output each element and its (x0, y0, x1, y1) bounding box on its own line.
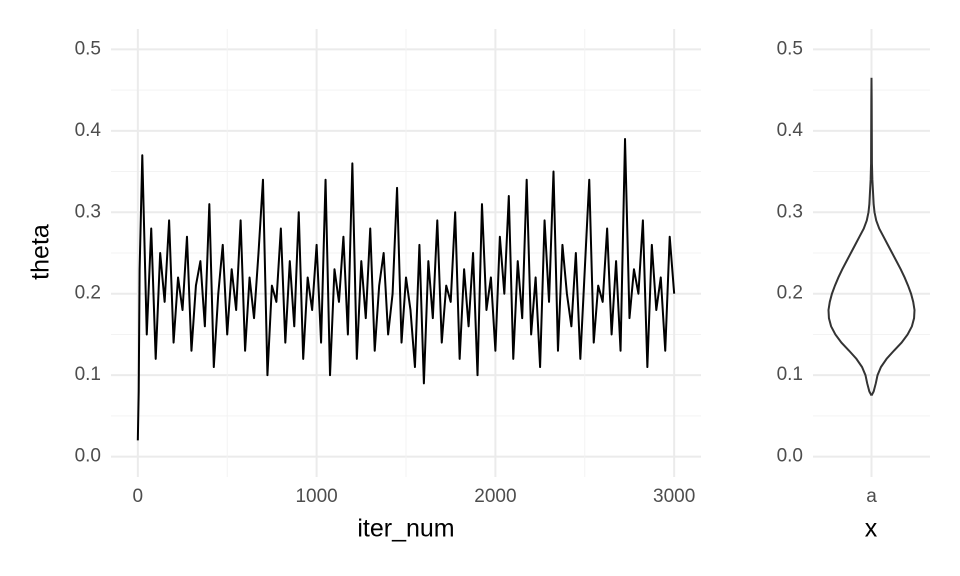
y-tick-label: 0.0 (75, 446, 101, 467)
y-tick-label: 0.0 (777, 446, 803, 467)
y-tick-label: 0.3 (777, 201, 803, 222)
y-tick-label: 0.5 (75, 38, 101, 59)
x-tick-label: 0 (133, 486, 144, 507)
y-tick-label: 0.2 (777, 283, 803, 304)
x-tick-label: a (866, 486, 877, 507)
y-tick-label: 0.1 (777, 364, 803, 385)
y-axis-title: theta (27, 224, 55, 280)
x-axis-title: x (865, 515, 878, 543)
y-tick-label: 0.3 (75, 201, 101, 222)
trace-line (136, 137, 676, 441)
violin-outline (827, 77, 873, 397)
x-tick-label: 1000 (295, 486, 337, 507)
y-tick-label: 0.4 (777, 120, 804, 141)
y-tick-label: 0.2 (75, 283, 101, 304)
x-tick-label: 3000 (653, 486, 695, 507)
x-axis-title: iter_num (357, 515, 454, 543)
y-tick-label: 0.1 (75, 364, 101, 385)
y-tick-label: 0.5 (777, 38, 803, 59)
violin-outline (870, 77, 916, 397)
x-tick-label: 2000 (474, 486, 516, 507)
y-tick-label: 0.4 (75, 120, 102, 141)
